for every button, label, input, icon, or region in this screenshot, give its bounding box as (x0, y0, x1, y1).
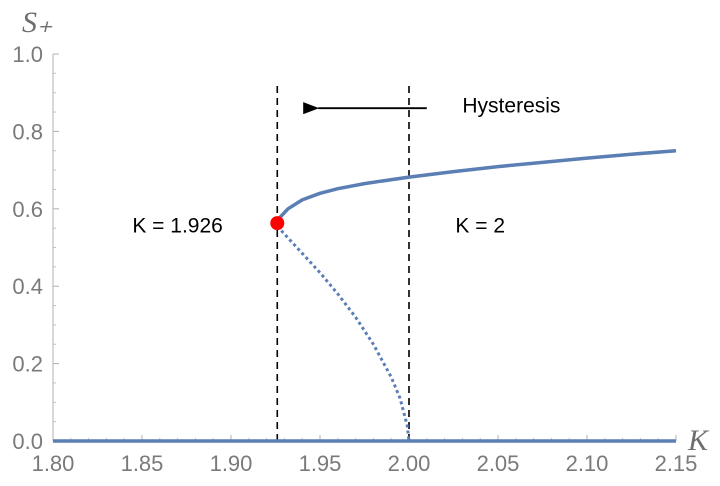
vertical-lines (276, 83, 410, 441)
x-axis-title: K (687, 424, 710, 457)
x-tick-label: 2.00 (388, 451, 431, 476)
axes (52, 54, 676, 442)
series-group (53, 149, 677, 443)
stable-branch-line (275, 149, 677, 223)
x-tick-label: 1.90 (210, 451, 253, 476)
y-tick-label: 1.0 (12, 42, 43, 67)
annotation-hysteresis: Hysteresis (462, 94, 560, 117)
x-tick-label: 2.10 (566, 451, 609, 476)
x-tick-label: 1.85 (121, 451, 164, 476)
y-tick-label: 0.4 (12, 274, 43, 299)
x-tick-label: 2.15 (655, 451, 698, 476)
marks-group (270, 102, 427, 231)
y-tick-label: 0.0 (12, 429, 43, 454)
x-tick-label: 2.05 (477, 451, 520, 476)
ticks: 1.80 1.85 1.90 1.95 2.00 2.05 2.10 2.15 0.0 0.2 0.… (12, 42, 697, 476)
annotation-k-2: K = 2 (455, 214, 505, 237)
y-tick-label: 0.2 (12, 352, 43, 377)
bifurcation-point (270, 216, 285, 231)
unstable-branch-line (276, 225, 411, 442)
y-tick-label: 0.8 (12, 119, 43, 144)
x-tick-label: 1.95 (299, 451, 342, 476)
y-axis-title: S₊ (22, 6, 53, 39)
x-tick-label: 1.80 (32, 451, 75, 476)
annotation-k-1926: K = 1.926 (132, 214, 223, 237)
y-tick-label: 0.6 (12, 197, 43, 222)
